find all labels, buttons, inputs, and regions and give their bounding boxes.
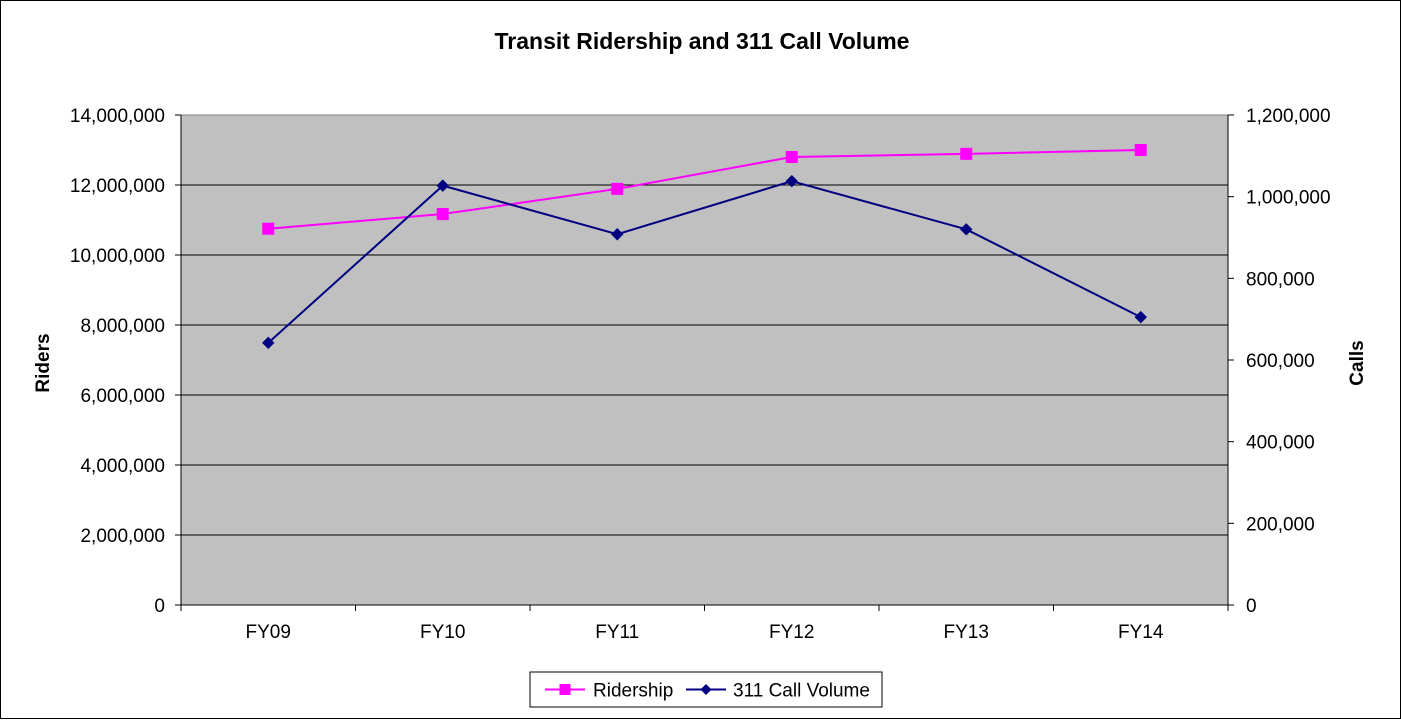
right-axis-tick-label: 800,000	[1246, 269, 1315, 290]
left-axis-tick-label: 14,000,000	[70, 106, 165, 127]
plot-background	[180, 114, 1229, 606]
data-point-square	[262, 222, 275, 235]
legend-swatch-square	[559, 684, 571, 695]
data-point-square	[611, 182, 624, 195]
data-point-diamond	[611, 228, 624, 241]
left-axis-tick-label: 10,000,000	[70, 246, 165, 267]
x-axis-tick-label: FY12	[769, 622, 814, 643]
series-line	[268, 149, 1141, 230]
right-axis-title: Calls	[1347, 340, 1368, 385]
legend-label: 311 Call Volume	[733, 681, 870, 702]
x-axis-tick-label: FY10	[420, 622, 465, 643]
data-point-diamond	[1134, 310, 1147, 324]
data-point-square	[436, 208, 449, 221]
left-axis-tick-label: 8,000,000	[80, 316, 165, 337]
left-axis-tick-label: 2,000,000	[80, 526, 165, 547]
data-point-diamond	[960, 223, 973, 236]
data-point-diamond	[436, 179, 449, 192]
x-axis-tick-label: FY11	[595, 622, 639, 643]
legend-entry: Ridership	[545, 681, 673, 702]
x-axis-tick-label: FY13	[944, 622, 989, 643]
right-axis-tick-label: 1,000,000	[1246, 188, 1331, 209]
series-call-volume	[262, 174, 1147, 350]
right-axis-tick-label: 200,000	[1246, 514, 1315, 535]
legend: Ridership 311 Call Volume	[529, 671, 883, 708]
legend-swatch-diamond	[700, 684, 712, 695]
left-axis-title: Riders	[33, 333, 54, 392]
left-axis-tick-label: 4,000,000	[80, 456, 165, 477]
x-axis-tick-label: FY14	[1118, 622, 1164, 643]
left-axis-tick-label: 0	[154, 596, 165, 617]
legend-label: Ridership	[593, 681, 673, 702]
data-point-square	[960, 147, 973, 160]
data-point-diamond	[785, 174, 798, 188]
series-line	[267, 180, 1142, 344]
right-axis-tick-label: 0	[1246, 596, 1257, 617]
series-ridership	[262, 144, 1147, 235]
left-axis-tick-label: 6,000,000	[80, 386, 165, 407]
data-point-square	[1134, 144, 1147, 156]
right-axis-tick-label: 600,000	[1246, 351, 1315, 372]
x-axis-tick-label: FY09	[246, 622, 291, 643]
data-point-diamond	[262, 336, 275, 350]
chart-title: Transit Ridership and 311 Call Volume	[495, 28, 910, 54]
plot-area: 0 2,000,000 4,000,000 6,000,000 8,000,000 10,…	[70, 106, 1331, 643]
data-point-square	[785, 151, 798, 163]
left-axis-tick-label: 12,000,000	[70, 176, 165, 197]
legend-entry: 311 Call Volume	[686, 681, 870, 702]
right-axis-tick-label: 400,000	[1246, 433, 1315, 454]
right-axis-tick-label: 1,200,000	[1246, 106, 1331, 127]
